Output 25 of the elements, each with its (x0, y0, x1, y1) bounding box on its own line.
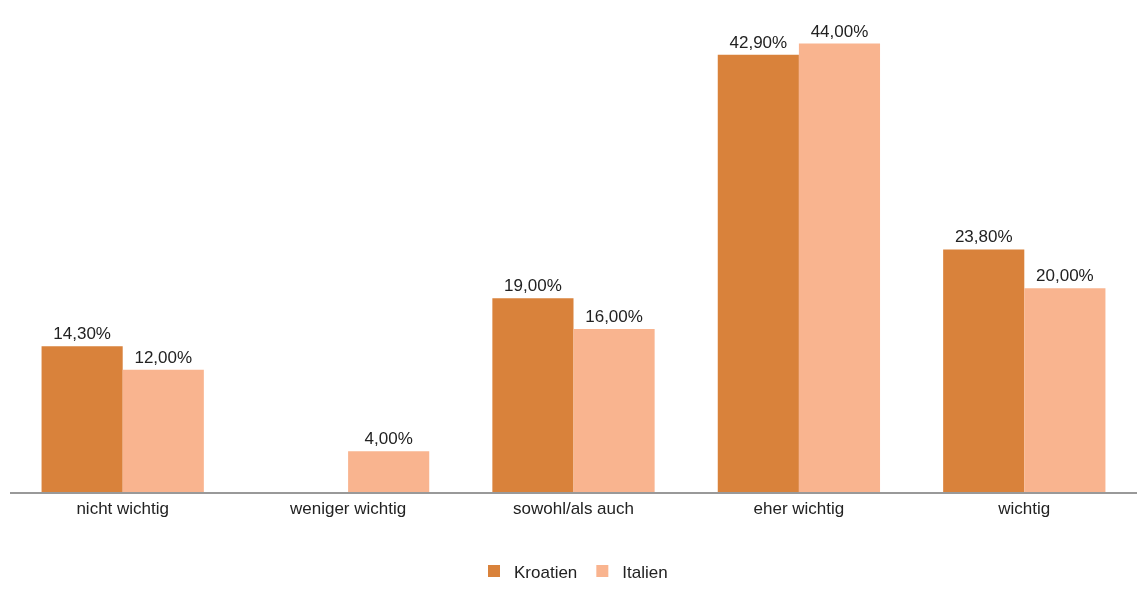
bar (41, 346, 123, 492)
bar (492, 298, 574, 492)
bar (717, 54, 799, 492)
data-label: 16,00% (585, 306, 643, 326)
bar (943, 249, 1025, 492)
bar (798, 43, 881, 492)
data-label: 14,30% (53, 324, 111, 344)
data-label: 44,00% (810, 21, 869, 41)
bar (348, 451, 430, 492)
data-label: 19,00% (504, 276, 562, 296)
x-tick-label: eher wichtig (753, 499, 845, 519)
legend-label: Kroatien (514, 562, 578, 582)
bar (573, 328, 655, 492)
x-tick-label: weniger wichtig (288, 499, 407, 519)
data-label: 4,00% (364, 429, 413, 449)
legend-label: Italien (622, 562, 668, 582)
data-label: 23,80% (954, 227, 1013, 247)
bar (122, 369, 204, 492)
data-label: 20,00% (1036, 266, 1094, 286)
bar (1024, 288, 1106, 492)
data-label: 12,00% (134, 347, 193, 367)
data-label: 42,90% (729, 32, 788, 52)
x-tick-label: sowohl/als auch (513, 499, 634, 519)
x-tick-label: nicht wichtig (76, 499, 169, 519)
x-tick-label: wichtig (997, 499, 1051, 519)
